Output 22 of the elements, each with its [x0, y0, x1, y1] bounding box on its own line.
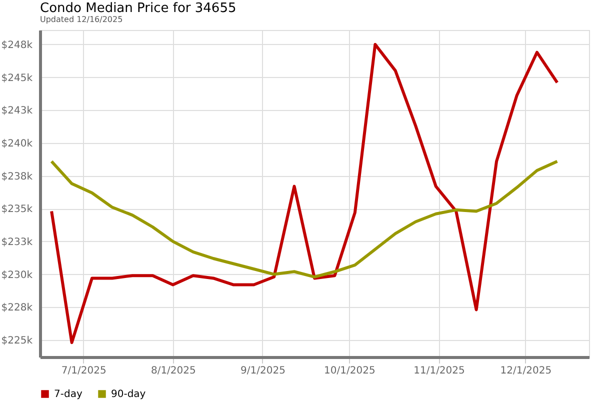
x-tick-label: 11/1/2025 [414, 366, 465, 376]
y-tick-label: $245k [1, 72, 33, 84]
x-tick-label: 7/1/2025 [61, 366, 106, 376]
y-tick-label: $228k [1, 302, 33, 314]
y-tick-label: $235k [1, 204, 33, 216]
x-tick-label: 8/1/2025 [150, 366, 196, 376]
y-tick-label: $243k [1, 106, 33, 117]
y-tick-label: $225k [1, 335, 33, 346]
line-series [50, 42, 559, 344]
legend-label: 7-day [54, 389, 82, 400]
y-tick-label: $240k [1, 138, 33, 150]
x-tick-label: 9/1/2025 [240, 366, 286, 376]
chart-title: Condo Median Price for 34655 [40, 1, 236, 16]
x-tick-label: 10/1/2025 [324, 366, 376, 376]
y-tick-label: $238k [1, 171, 33, 182]
chart-subtitle: Updated 12/16/2025 [40, 15, 123, 24]
y-tick-label: $230k [1, 270, 33, 281]
y-tick-label: $233k [1, 236, 33, 248]
legend-label: 90-day [111, 389, 146, 400]
line-series [50, 160, 559, 278]
y-tick-label: $248k [1, 40, 33, 51]
x-tick-label: 12/1/2025 [500, 366, 552, 376]
